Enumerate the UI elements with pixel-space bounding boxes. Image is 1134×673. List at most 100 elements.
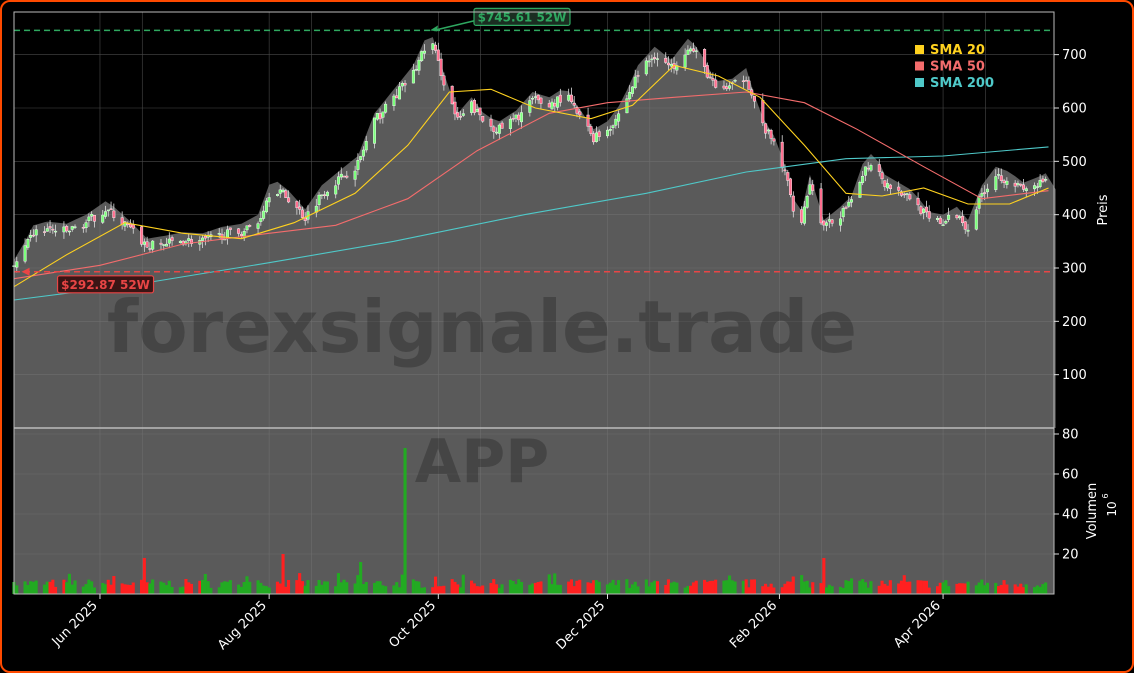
candle-body xyxy=(686,49,690,55)
volume-bar xyxy=(187,582,191,594)
volume-bar xyxy=(636,586,640,594)
volume-bar xyxy=(436,586,440,594)
candle-body xyxy=(919,206,923,215)
candle-body xyxy=(262,210,266,219)
volume-bar xyxy=(245,576,249,594)
candle-body xyxy=(442,75,446,86)
volume-bar xyxy=(456,584,460,594)
volume-bar xyxy=(142,558,146,594)
candle-body xyxy=(611,125,615,128)
candle-body xyxy=(905,193,909,195)
volume-bar xyxy=(714,579,718,594)
volume-bar xyxy=(478,586,482,594)
volume-bar xyxy=(62,579,66,594)
volume-bar xyxy=(284,586,288,594)
candle-body xyxy=(880,172,884,180)
y-tick-label: 100 xyxy=(1062,368,1087,383)
sma20-line xyxy=(13,64,1049,288)
volume-bar xyxy=(453,581,457,594)
volume-bar xyxy=(140,579,144,594)
candle-body xyxy=(84,222,88,229)
volume-bar xyxy=(48,581,52,594)
candle-body xyxy=(267,197,271,203)
candle-body xyxy=(705,65,709,78)
volume-bar xyxy=(711,580,715,594)
volume-bar xyxy=(184,579,188,594)
candle-body xyxy=(927,211,931,219)
candle-body xyxy=(558,94,562,103)
volume-bar xyxy=(722,580,726,594)
candle-body xyxy=(631,86,635,94)
volume-bar xyxy=(936,586,940,594)
candle-body xyxy=(822,220,826,226)
candle-body xyxy=(747,80,751,90)
high-52w-label: $745.61 52W xyxy=(478,10,567,24)
volume-bar xyxy=(689,585,693,594)
candle-body xyxy=(398,86,402,100)
volume-bar xyxy=(223,581,227,594)
candle-body xyxy=(264,200,268,213)
volume-bar xyxy=(647,586,651,594)
volume-bar xyxy=(1033,587,1037,594)
candle-body xyxy=(92,214,96,222)
x-tick-label: Oct 2025 xyxy=(386,598,439,651)
volume-bar xyxy=(1041,584,1045,594)
candle-body xyxy=(655,58,659,60)
candle-body xyxy=(536,94,540,101)
candle-body xyxy=(248,224,252,227)
candle-body xyxy=(608,128,612,131)
candle-body xyxy=(567,94,571,101)
volume-bar xyxy=(209,587,213,594)
volume-bar xyxy=(708,580,712,594)
volume-bar xyxy=(353,583,357,594)
candle-body xyxy=(547,103,551,108)
candle-body xyxy=(54,230,58,233)
candle-body xyxy=(1005,180,1009,185)
candle-body xyxy=(403,82,407,86)
candle-body xyxy=(228,227,232,230)
volume-bar xyxy=(575,580,579,594)
volume-bar xyxy=(922,580,926,594)
volume-bar xyxy=(650,582,654,594)
volume-bar xyxy=(189,583,193,594)
volume-bar xyxy=(314,585,318,594)
volume-bar xyxy=(655,581,659,594)
candle-body xyxy=(753,96,757,102)
volume-bar xyxy=(858,580,862,594)
volume-bar xyxy=(550,584,554,594)
watermark-symbol: APP xyxy=(415,427,549,497)
volume-bar xyxy=(675,582,679,594)
candle-body xyxy=(733,79,737,82)
candle-body xyxy=(985,188,989,193)
volume-bar xyxy=(320,584,324,594)
volume-bar xyxy=(605,584,609,594)
candle-body xyxy=(1038,180,1042,187)
candle-body xyxy=(81,227,85,229)
candle-body xyxy=(217,233,221,235)
volume-bar xyxy=(67,573,71,594)
candle-body xyxy=(936,217,940,220)
candle-body xyxy=(711,78,715,81)
volume-bar xyxy=(361,584,365,594)
candle-body xyxy=(300,209,304,218)
candle-body xyxy=(237,228,241,234)
volume-bar xyxy=(800,575,804,594)
volume-bar xyxy=(880,580,884,594)
candle-body xyxy=(689,48,693,52)
volume-bar xyxy=(653,580,657,594)
volume-bar xyxy=(151,579,155,594)
candle-body xyxy=(902,193,906,196)
candle-body xyxy=(636,75,640,77)
candle-body xyxy=(162,244,166,246)
candle-body xyxy=(858,181,862,198)
candles xyxy=(12,41,1048,274)
volume-bar xyxy=(239,586,243,594)
volume-bar xyxy=(520,582,524,594)
candle-body xyxy=(886,183,890,189)
candle-body xyxy=(589,126,593,134)
volume-bar xyxy=(614,585,618,594)
volume-bar xyxy=(264,586,268,594)
candle-body xyxy=(29,234,33,238)
volume-bar xyxy=(691,582,695,594)
volume-bar xyxy=(434,576,438,594)
